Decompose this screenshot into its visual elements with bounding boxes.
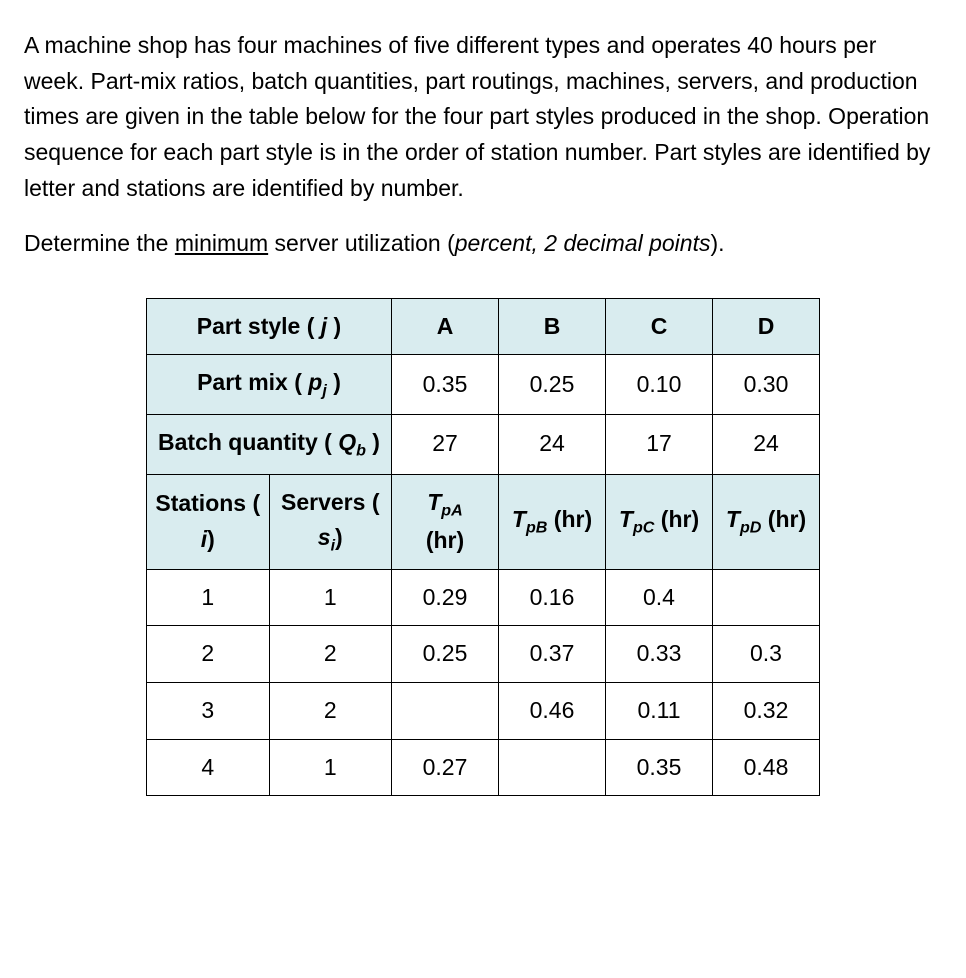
cell-C: 0.35 xyxy=(606,739,713,796)
tp-var: T xyxy=(726,506,740,532)
cell-B: 0.46 xyxy=(499,683,606,740)
label-var: Q xyxy=(338,429,356,455)
label-var: p xyxy=(308,369,322,395)
cell-bqD: 24 xyxy=(713,415,820,475)
cell-pmA: 0.35 xyxy=(392,355,499,415)
tp-var: T xyxy=(619,506,633,532)
label-text: Stations ( xyxy=(155,490,260,516)
table-row: 3 2 0.46 0.11 0.32 xyxy=(147,683,820,740)
label-sub: b xyxy=(356,442,366,460)
col-B: B xyxy=(499,298,606,355)
label-text-b: ) xyxy=(207,526,215,552)
tp-var: T xyxy=(512,506,526,532)
row-part-mix: Part mix ( pj ) 0.35 0.25 0.10 0.30 xyxy=(147,355,820,415)
cell-D xyxy=(713,569,820,626)
cell-A: 0.27 xyxy=(392,739,499,796)
problem-statement: A machine shop has four machines of five… xyxy=(24,28,942,206)
cell-bqB: 24 xyxy=(499,415,606,475)
tp-unit: (hr) xyxy=(547,506,592,532)
table-row: 2 2 0.25 0.37 0.33 0.3 xyxy=(147,626,820,683)
cell-C: 0.33 xyxy=(606,626,713,683)
question-pre: Determine the xyxy=(24,230,175,256)
tp-sub: pB xyxy=(526,519,547,537)
cell-station: 2 xyxy=(147,626,270,683)
cell-station: 3 xyxy=(147,683,270,740)
cell-B: 0.37 xyxy=(499,626,606,683)
col-TpB: TpB (hr) xyxy=(499,474,606,569)
cell-servers: 1 xyxy=(269,569,392,626)
cell-C: 0.4 xyxy=(606,569,713,626)
question-prompt: Determine the minimum server utilization… xyxy=(24,226,942,262)
tp-unit: (hr) xyxy=(761,506,806,532)
col-C: C xyxy=(606,298,713,355)
row-part-style: Part style ( j ) A B C D xyxy=(147,298,820,355)
tp-sub: pA xyxy=(441,501,462,519)
cell-servers: 2 xyxy=(269,683,392,740)
col-A: A xyxy=(392,298,499,355)
label-text-b: ) xyxy=(327,369,341,395)
label-text: Part mix ( xyxy=(197,369,308,395)
cell-bqC: 17 xyxy=(606,415,713,475)
cell-pmB: 0.25 xyxy=(499,355,606,415)
cell-A xyxy=(392,683,499,740)
label-text: Part style ( xyxy=(197,313,321,339)
col-TpD: TpD (hr) xyxy=(713,474,820,569)
label-text-b: ) xyxy=(327,313,341,339)
tp-sub: pC xyxy=(633,519,654,537)
label-text-b: ) xyxy=(366,429,380,455)
cell-pmD: 0.30 xyxy=(713,355,820,415)
label-batch-qty: Batch quantity ( Qb ) xyxy=(147,415,392,475)
cell-B: 0.16 xyxy=(499,569,606,626)
label-servers: Servers (si) xyxy=(269,474,392,569)
table-row: 1 1 0.29 0.16 0.4 xyxy=(147,569,820,626)
cell-D: 0.48 xyxy=(713,739,820,796)
label-text: Batch quantity ( xyxy=(158,429,338,455)
row-batch-qty: Batch quantity ( Qb ) 27 24 17 24 xyxy=(147,415,820,475)
label-stations: Stations (i) xyxy=(147,474,270,569)
cell-station: 1 xyxy=(147,569,270,626)
table-row: 4 1 0.27 0.35 0.48 xyxy=(147,739,820,796)
label-part-style: Part style ( j ) xyxy=(147,298,392,355)
tp-unit: (hr) xyxy=(426,527,464,553)
tp-unit: (hr) xyxy=(654,506,699,532)
label-var: s xyxy=(318,524,331,550)
question-mid: server utilization ( xyxy=(268,230,455,256)
col-TpA: TpA (hr) xyxy=(392,474,499,569)
cell-A: 0.29 xyxy=(392,569,499,626)
cell-B xyxy=(499,739,606,796)
label-text-b: ) xyxy=(335,524,343,550)
col-TpC: TpC (hr) xyxy=(606,474,713,569)
cell-A: 0.25 xyxy=(392,626,499,683)
cell-D: 0.3 xyxy=(713,626,820,683)
question-emphasis: percent, 2 decimal points xyxy=(455,230,711,256)
label-text: Servers ( xyxy=(281,489,379,515)
cell-D: 0.32 xyxy=(713,683,820,740)
cell-pmC: 0.10 xyxy=(606,355,713,415)
row-headers-sub: Stations (i) Servers (si) TpA(hr) TpB (h… xyxy=(147,474,820,569)
cell-station: 4 xyxy=(147,739,270,796)
tp-sub: pD xyxy=(740,519,761,537)
cell-servers: 2 xyxy=(269,626,392,683)
question-underlined: minimum xyxy=(175,230,268,256)
tp-var: T xyxy=(427,489,441,515)
cell-servers: 1 xyxy=(269,739,392,796)
col-D: D xyxy=(713,298,820,355)
data-table: Part style ( j ) A B C D Part mix ( pj )… xyxy=(146,298,820,796)
cell-bqA: 27 xyxy=(392,415,499,475)
cell-C: 0.11 xyxy=(606,683,713,740)
label-part-mix: Part mix ( pj ) xyxy=(147,355,392,415)
question-post: ). xyxy=(710,230,724,256)
